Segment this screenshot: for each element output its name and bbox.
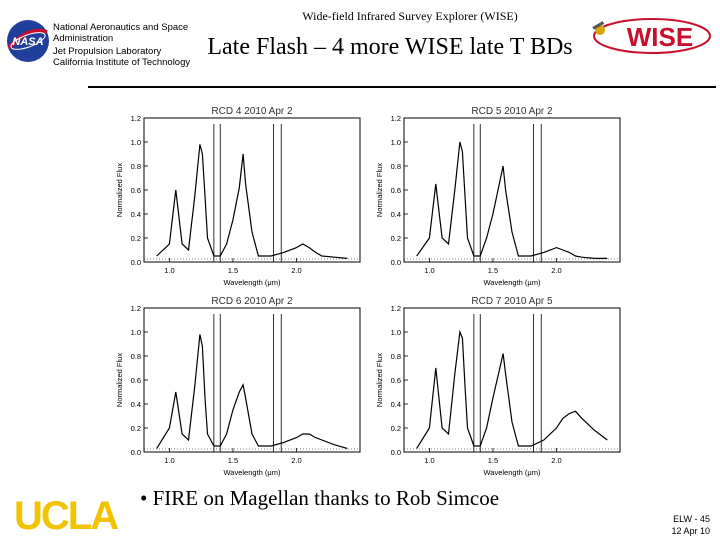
y-tick-label: 0.8 [391, 162, 401, 171]
y-tick-label: 0.0 [391, 258, 401, 267]
institution-line: California Institute of Technology [53, 57, 191, 68]
y-tick-label: 1.0 [391, 138, 401, 147]
y-tick-label: 1.2 [391, 114, 401, 123]
spectrum-line [156, 144, 348, 259]
spectrum-chart: RCD 4 2010 Apr 2 0.0 0.2 0.4 0.6 0.8 1.0 1.2 1.0… [115, 106, 361, 287]
bullet-text: • FIRE on Magellan thanks to Rob Simcoe [140, 486, 500, 510]
y-tick-label: 0.4 [391, 210, 401, 219]
x-tick-label: 1.5 [228, 266, 238, 275]
y-axis-label: Normalized Flux [375, 353, 384, 407]
y-tick-label: 1.2 [391, 304, 401, 313]
x-tick-label: 2.0 [291, 456, 301, 465]
y-tick-label: 0.6 [131, 186, 141, 195]
spectrum-panel-rcd5: RCD 5 2010 Apr 2 0.0 0.2 0.4 0.6 0.8 1.0 1.2 1.0… [370, 100, 630, 305]
x-tick-label: 1.0 [424, 266, 434, 275]
y-axis-label: Normalized Flux [375, 163, 384, 217]
spectrum-panel-rcd7: RCD 7 2010 Apr 5 0.0 0.2 0.4 0.6 0.8 1.0 1.2 1.0… [370, 290, 630, 495]
y-tick-label: 0.6 [131, 376, 141, 385]
wise-logo-text: WISE [627, 22, 693, 52]
y-tick-label: 0.2 [391, 234, 401, 243]
spectrum-line [156, 334, 348, 449]
x-tick-label: 1.5 [488, 266, 498, 275]
chart-title: RCD 6 2010 Apr 2 [211, 296, 293, 307]
y-tick-label: 0.8 [391, 352, 401, 361]
y-axis-label: Normalized Flux [115, 163, 124, 217]
y-tick-label: 1.0 [131, 328, 141, 337]
y-tick-label: 0.8 [131, 162, 141, 171]
spectrum-panel-rcd6: RCD 6 2010 Apr 2 0.0 0.2 0.4 0.6 0.8 1.0 1.2 1.0… [110, 290, 370, 495]
plot-frame [143, 307, 361, 453]
x-tick-label: 1.0 [164, 456, 174, 465]
institution-line: National Aeronautics and Space [53, 22, 189, 33]
y-tick-label: 0.0 [131, 448, 141, 457]
y-tick-label: 0.2 [391, 424, 401, 433]
y-tick-label: 0.4 [131, 210, 141, 219]
slide-title: Late Flash – 4 more WISE late T BDs [207, 34, 573, 60]
chart-title: RCD 4 2010 Apr 2 [211, 106, 293, 117]
y-tick-label: 0.4 [391, 400, 401, 409]
spectrum-chart: RCD 7 2010 Apr 5 0.0 0.2 0.4 0.6 0.8 1.0 1.2 1.0… [375, 296, 621, 477]
y-tick-label: 0.2 [131, 234, 141, 243]
institution-line: Jet Propulsion Laboratory [53, 46, 162, 57]
header-title: Wide-field Infrared Survey Explorer (WIS… [302, 9, 518, 23]
spectrum-chart: RCD 6 2010 Apr 2 0.0 0.2 0.4 0.6 0.8 1.0 1.2 1.0… [115, 296, 361, 477]
wise-logo: WISE [592, 18, 711, 54]
y-tick-label: 0.6 [391, 376, 401, 385]
spectrum-line [416, 329, 608, 449]
chart-title: RCD 5 2010 Apr 2 [471, 106, 553, 117]
y-tick-label: 0.0 [391, 448, 401, 457]
y-tick-label: 1.2 [131, 304, 141, 313]
x-tick-label: 2.0 [551, 266, 561, 275]
spectrum-chart: RCD 5 2010 Apr 2 0.0 0.2 0.4 0.6 0.8 1.0 1.2 1.0… [375, 106, 621, 287]
x-axis-label: Wavelength (μm) [224, 468, 281, 477]
x-tick-label: 1.5 [228, 456, 238, 465]
x-axis-label: Wavelength (μm) [224, 278, 281, 287]
institution-line: Administration [53, 33, 114, 44]
ucla-logo-part1: UC [14, 494, 70, 538]
y-tick-label: 0.2 [131, 424, 141, 433]
y-tick-label: 0.4 [131, 400, 141, 409]
spectrum-panel-rcd4: RCD 4 2010 Apr 2 0.0 0.2 0.4 0.6 0.8 1.0 1.2 1.0… [110, 100, 370, 305]
y-tick-label: 0.6 [391, 186, 401, 195]
y-tick-label: 1.2 [131, 114, 141, 123]
x-tick-label: 2.0 [291, 266, 301, 275]
x-tick-label: 1.0 [164, 266, 174, 275]
svg-text:NASA: NASA [12, 36, 43, 48]
y-axis-label: Normalized Flux [115, 353, 124, 407]
x-axis-label: Wavelength (μm) [484, 278, 541, 287]
y-tick-label: 1.0 [391, 328, 401, 337]
x-tick-label: 2.0 [551, 456, 561, 465]
y-tick-label: 0.0 [131, 258, 141, 267]
y-tick-label: 0.8 [131, 352, 141, 361]
nasa-logo: NASA [7, 20, 49, 62]
footer-slide-id: ELW - 45 [673, 514, 710, 524]
plot-frame [403, 307, 621, 453]
ucla-logo-part2: LA [67, 494, 119, 538]
y-tick-label: 1.0 [131, 138, 141, 147]
ucla-logo: UCLA [14, 494, 119, 539]
x-tick-label: 1.0 [424, 456, 434, 465]
spectrum-line [416, 141, 608, 259]
x-tick-label: 1.5 [488, 456, 498, 465]
chart-title: RCD 7 2010 Apr 5 [471, 296, 553, 307]
title-divider [88, 86, 716, 88]
x-axis-label: Wavelength (μm) [484, 468, 541, 477]
footer-date: 12 Apr 10 [671, 526, 710, 536]
